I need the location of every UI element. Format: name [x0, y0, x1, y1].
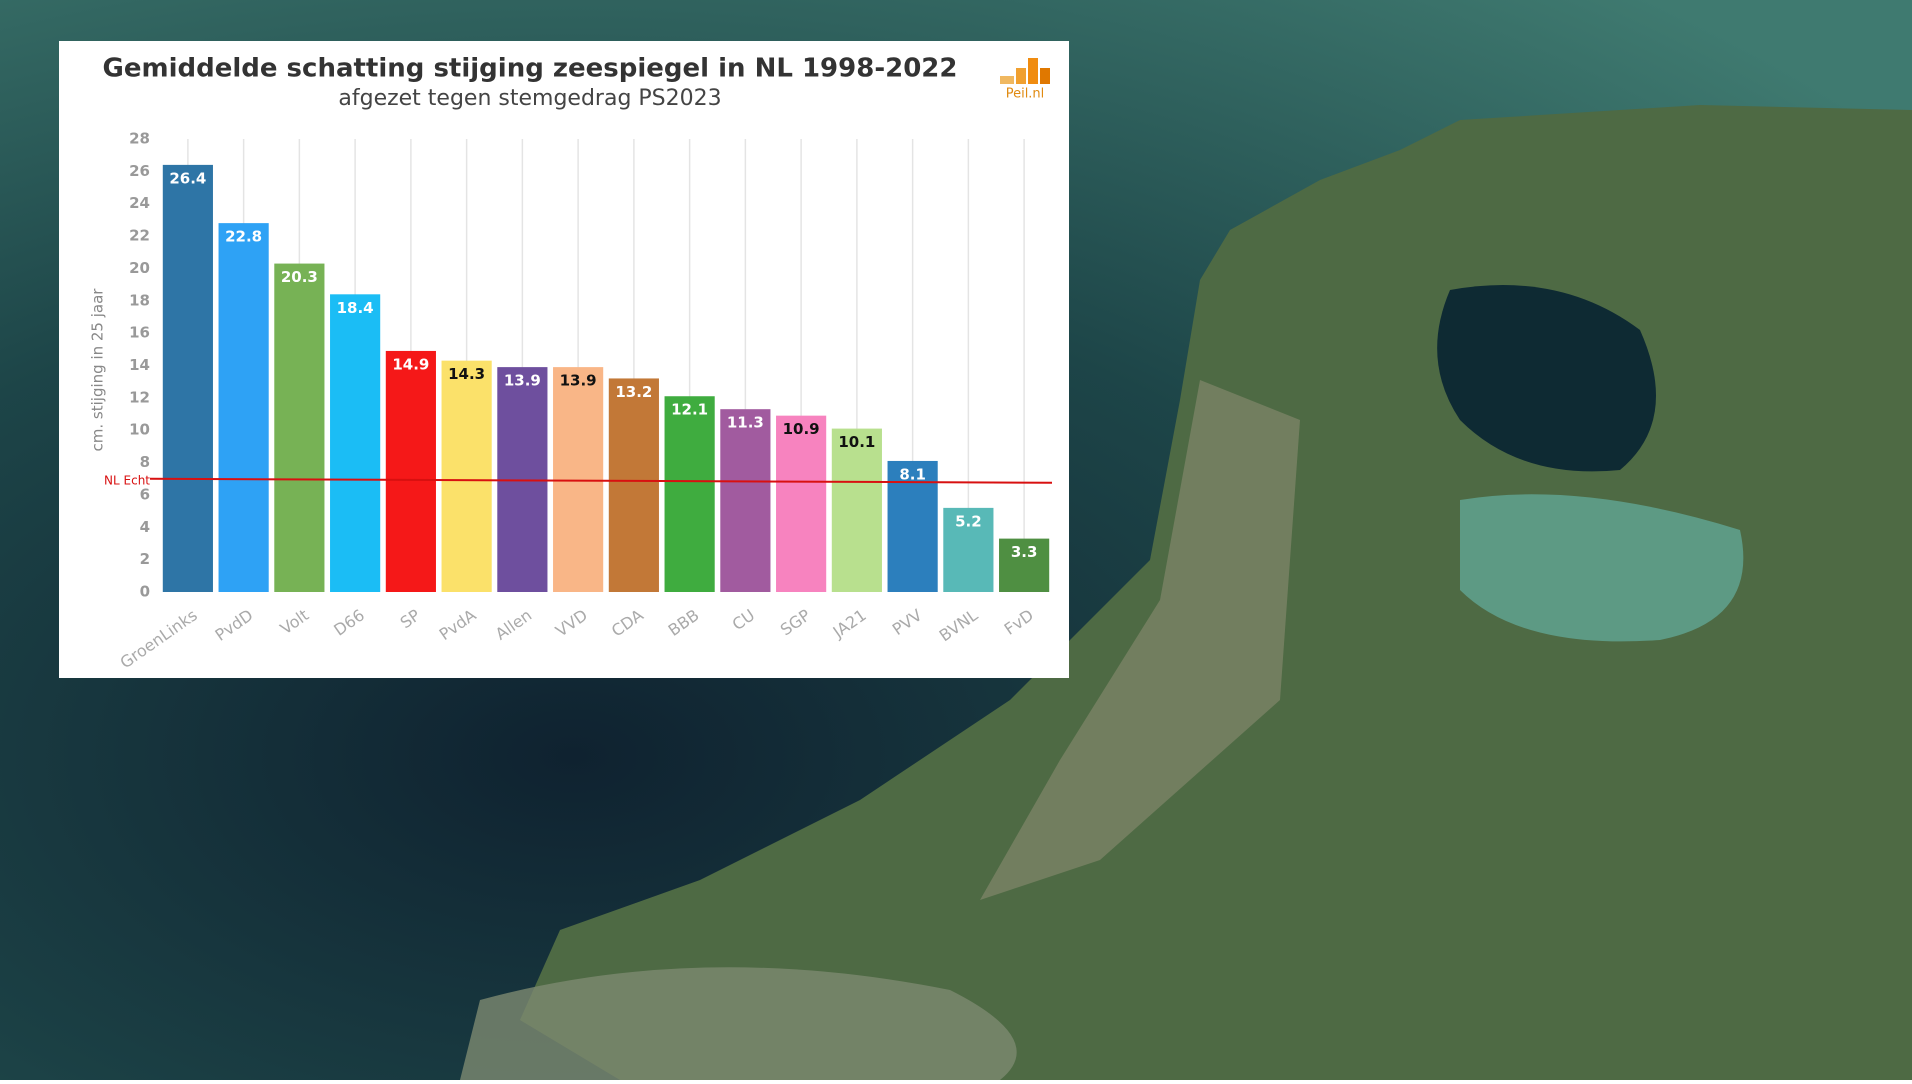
value-label: 13.9: [504, 372, 541, 390]
value-label: 3.3: [1011, 543, 1038, 561]
value-label: 14.3: [448, 365, 485, 383]
chart-title: Gemiddelde schatting stijging zeespiegel…: [103, 54, 958, 84]
value-label: 10.1: [838, 433, 875, 451]
bar: [162, 164, 213, 592]
y-tick-label: 28: [129, 130, 150, 148]
urban-area: [980, 380, 1300, 900]
bar: [385, 350, 436, 592]
value-label: 11.3: [727, 414, 764, 432]
bar: [330, 294, 381, 592]
bar: [776, 415, 827, 592]
y-tick-label: 14: [129, 356, 150, 374]
reference-line: [149, 477, 1053, 484]
y-tick-label: 22: [129, 227, 150, 245]
bar: [831, 428, 882, 592]
bar: [274, 263, 325, 592]
value-label: 10.9: [783, 420, 820, 438]
bar: [943, 507, 994, 592]
y-tick-label: 8: [140, 453, 150, 471]
y-tick-label: 24: [129, 194, 150, 212]
logo-text: Peil.nl: [1006, 87, 1045, 102]
reference-label: NL Echt: [104, 473, 150, 487]
y-tick-label: 20: [129, 259, 150, 277]
value-label: 13.2: [615, 383, 652, 401]
value-label: 18.4: [337, 299, 374, 317]
bar: [218, 223, 269, 592]
value-label: 12.1: [671, 401, 708, 419]
logo-icon: [1000, 58, 1050, 84]
islands: [460, 967, 1017, 1080]
value-label: 22.8: [225, 228, 262, 246]
lake: [1437, 285, 1656, 472]
bar: [720, 409, 771, 592]
value-label: 13.9: [560, 372, 597, 390]
y-axis-label: cm. stijging in 25 jaar: [89, 288, 107, 452]
value-label: 14.9: [392, 355, 429, 373]
bar: [999, 538, 1050, 592]
bar: [553, 367, 604, 592]
value-label: 20.3: [281, 268, 318, 286]
bar: [664, 396, 715, 592]
y-tick-label: 26: [129, 162, 150, 180]
y-tick-label: 6: [140, 485, 150, 503]
y-tick-label: 12: [129, 388, 150, 406]
y-tick-label: 2: [140, 550, 150, 568]
lake-green: [1460, 494, 1744, 642]
y-tick-label: 18: [129, 291, 150, 309]
y-tick-label: 10: [129, 421, 150, 439]
value-label: 5.2: [955, 512, 982, 530]
y-tick-label: 16: [129, 324, 150, 342]
chart-subtitle: afgezet tegen stemgedrag PS2023: [338, 86, 721, 111]
y-tick-label: 4: [140, 518, 150, 536]
y-tick-label: 0: [140, 583, 150, 601]
bar: [441, 360, 492, 592]
value-label: 26.4: [169, 169, 206, 187]
bar: [608, 378, 659, 592]
value-label: 8.1: [899, 465, 926, 483]
